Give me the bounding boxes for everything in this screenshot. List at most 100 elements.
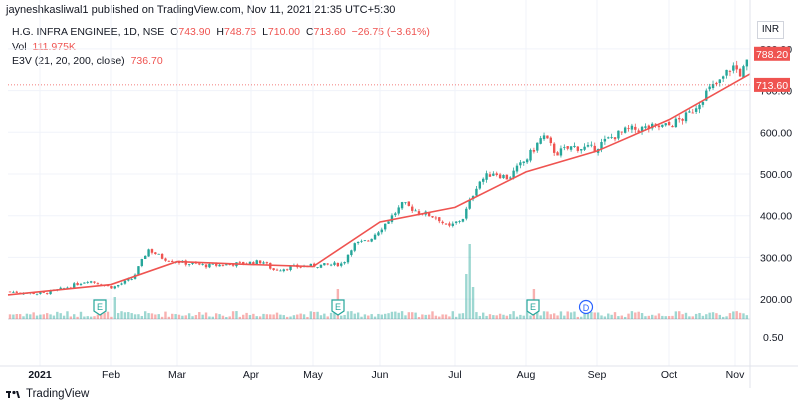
time-tick-label: Jun (372, 369, 389, 381)
candle-body (231, 264, 235, 266)
candle-body (630, 125, 634, 130)
candle-body (272, 268, 275, 271)
tradingview-brand[interactable]: TradingView (6, 388, 89, 400)
candle-body (559, 148, 563, 156)
candle-body (400, 202, 404, 209)
volume-bar (512, 311, 515, 319)
event-marker: E (93, 299, 107, 316)
candle-body (346, 254, 350, 263)
candle-body (79, 283, 83, 285)
volume-bar (549, 314, 552, 319)
candle-body (431, 216, 434, 218)
candle-body (492, 173, 495, 176)
volume-bar (448, 316, 451, 319)
symbol-row: H.G. INFRA ENGINEE, 1D, NSE O743.90 H748… (12, 25, 433, 40)
volume-bar (525, 311, 529, 319)
volume-bar (177, 314, 181, 319)
volume-bar (289, 316, 292, 319)
volume-bar (667, 316, 671, 319)
earnings-marker (93, 299, 107, 316)
symbol-title[interactable]: H.G. INFRA ENGINEE, 1D, NSE (12, 26, 165, 38)
candle-body (333, 262, 336, 265)
candle-body (191, 262, 194, 264)
volume-bar (715, 313, 718, 319)
candle-body (485, 173, 488, 180)
volume-bar (600, 315, 603, 319)
candles (8, 59, 749, 296)
currency-button[interactable]: INR (757, 21, 784, 39)
volume-bar (674, 311, 678, 319)
candle-body (525, 159, 529, 163)
volume-bar (329, 312, 333, 319)
volume-bar (678, 311, 681, 319)
volume-bar (211, 316, 214, 319)
volume-bar (174, 314, 177, 319)
candle-body (137, 266, 140, 275)
candle-body (542, 135, 546, 140)
candle-body (316, 267, 319, 268)
volume-bar (495, 315, 498, 319)
volume-bar (596, 312, 600, 319)
volume-bar (147, 313, 150, 319)
candle-body (644, 126, 647, 128)
volume-bar (681, 314, 684, 319)
candle-body (735, 65, 738, 70)
candle-body (279, 270, 282, 272)
volume-bar (370, 314, 373, 319)
candle-body (718, 79, 721, 83)
candle-body (664, 123, 667, 126)
volume-bar (167, 316, 171, 319)
volume-bar (22, 316, 25, 319)
volume-bar (441, 314, 444, 319)
candle-body (198, 263, 201, 265)
volume-bar (505, 315, 509, 319)
candle-body (211, 263, 214, 265)
volume-bar (424, 314, 427, 319)
volume-bar (144, 311, 147, 319)
candle-body (647, 125, 651, 130)
volume-bar (323, 313, 326, 319)
candle-body (360, 240, 363, 242)
volume-bar (313, 311, 316, 319)
volume-bar (732, 311, 735, 319)
candle-body (35, 293, 39, 295)
open-value: 743.90 (178, 26, 211, 38)
candle-body (512, 170, 515, 178)
volume-bar (8, 314, 12, 319)
candle-body (488, 174, 492, 177)
volume-bar (137, 314, 140, 319)
candle-body (39, 292, 42, 294)
candle-body (86, 282, 89, 283)
candle-body (684, 112, 688, 122)
candle-body (691, 112, 694, 114)
volume-bar (208, 316, 211, 319)
candle-body (593, 145, 596, 152)
candle-body (441, 221, 444, 224)
volume-bar (509, 314, 512, 319)
volume-bar (214, 313, 218, 319)
volume-label[interactable]: Vol (12, 40, 27, 53)
candle-body (329, 264, 333, 266)
candle-body (258, 260, 262, 264)
volume-bar (363, 314, 367, 319)
candle-body (380, 229, 383, 233)
candle-body (147, 249, 150, 257)
candle-body (448, 223, 451, 226)
candle-body (336, 262, 340, 267)
candle-body (127, 278, 130, 281)
volume-bar (39, 314, 42, 319)
candle-body (221, 265, 225, 266)
candle-body (482, 178, 485, 182)
candle-body (59, 287, 62, 289)
earnings-marker (331, 299, 345, 316)
candle-body (678, 117, 681, 120)
volume-bar (133, 314, 137, 319)
candle-body (701, 101, 705, 105)
candle-body (502, 175, 505, 179)
candle-body (96, 283, 100, 285)
volume-bar (536, 312, 539, 319)
candle-body (738, 68, 742, 77)
candle-body (651, 123, 654, 129)
ema-line-layer (7, 73, 751, 296)
